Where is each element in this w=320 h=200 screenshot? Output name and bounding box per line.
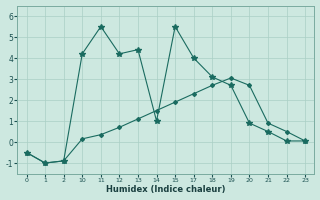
X-axis label: Humidex (Indice chaleur): Humidex (Indice chaleur) — [106, 185, 226, 194]
